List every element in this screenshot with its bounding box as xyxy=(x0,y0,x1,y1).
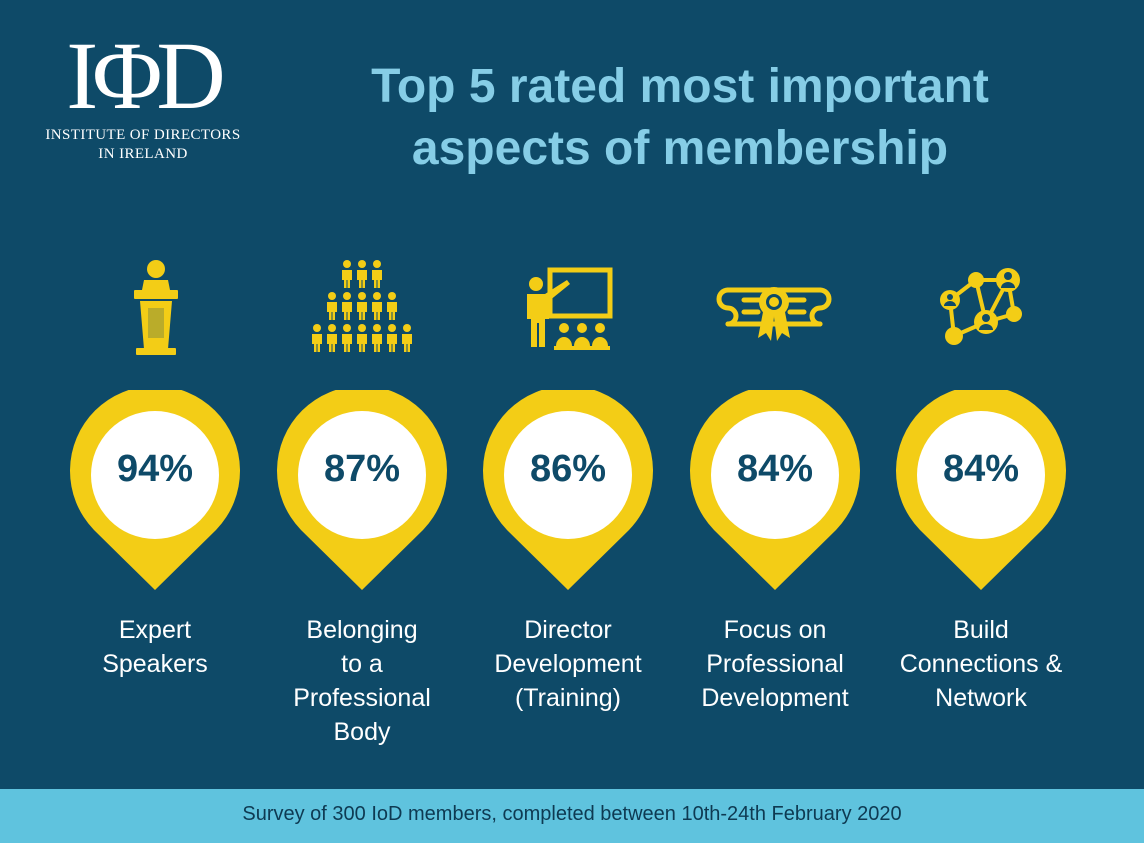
person-figure xyxy=(372,334,382,352)
presenter-training-icon xyxy=(508,250,628,362)
person-figure xyxy=(358,324,366,332)
person-figure xyxy=(388,324,396,332)
category-label: Focus on Professional Development xyxy=(701,616,849,712)
person-figure xyxy=(342,270,352,288)
title-line-2: aspects of membership xyxy=(411,122,949,175)
category-label: Expert Speakers xyxy=(102,616,208,678)
logo-line-2: IN IRELAND xyxy=(98,146,188,162)
category-label: Director Development (Training) xyxy=(494,616,642,712)
person-figure xyxy=(402,334,412,352)
person-figure xyxy=(342,302,352,320)
stat-value: 84% xyxy=(736,448,814,490)
person-figure xyxy=(342,334,352,352)
stat-pin: 86% xyxy=(483,390,653,595)
stat-value: 86% xyxy=(529,448,607,490)
person-figure xyxy=(358,292,366,300)
person-figure xyxy=(343,292,351,300)
people-pyramid-icon xyxy=(302,250,422,362)
iod-logo: IΦD INSTITUTE OF DIRECTORS IN IRELAND xyxy=(28,26,258,186)
stat-value: 94% xyxy=(116,448,194,490)
person-figure xyxy=(357,302,367,320)
stat-value: 87% xyxy=(323,448,401,490)
person-figure xyxy=(328,324,336,332)
stat-value: 84% xyxy=(942,448,1020,490)
person-figure xyxy=(343,324,351,332)
person-figure xyxy=(372,270,382,288)
person-figure xyxy=(373,292,381,300)
stat-pin: 84% xyxy=(690,390,860,595)
person-figure xyxy=(343,260,351,268)
person-figure xyxy=(387,302,397,320)
stat-pin: 87% xyxy=(277,390,447,595)
title-line-1: Top 5 rated most important xyxy=(371,60,989,113)
person-figure xyxy=(373,324,381,332)
certificate-icon xyxy=(714,250,834,362)
category-label: Belonging to a Professional Body xyxy=(293,616,431,746)
page-title: Top 5 rated most important aspects of me… xyxy=(300,56,1060,180)
podium-icon xyxy=(96,250,216,362)
logo-line-1: INSTITUTE OF DIRECTORS xyxy=(45,127,241,143)
person-figure xyxy=(357,334,367,352)
person-figure xyxy=(313,324,321,332)
person-figure xyxy=(328,292,336,300)
person-figure xyxy=(372,302,382,320)
logo-mark: IΦD xyxy=(66,22,225,129)
person-figure xyxy=(388,292,396,300)
person-figure xyxy=(357,270,367,288)
stat-pin: 94% xyxy=(70,390,240,595)
person-figure xyxy=(373,260,381,268)
category-label: Build Connections & Network xyxy=(899,616,1063,712)
person-figure xyxy=(387,334,397,352)
person-figure xyxy=(327,302,337,320)
person-figure xyxy=(403,324,411,332)
person-figure xyxy=(327,334,337,352)
stat-pin: 84% xyxy=(896,390,1066,595)
footer-text: Survey of 300 IoD members, completed bet… xyxy=(242,803,902,825)
network-icon xyxy=(920,250,1040,362)
footer-bar: Survey of 300 IoD members, completed bet… xyxy=(0,789,1144,843)
person-figure xyxy=(358,260,366,268)
person-figure xyxy=(312,334,322,352)
